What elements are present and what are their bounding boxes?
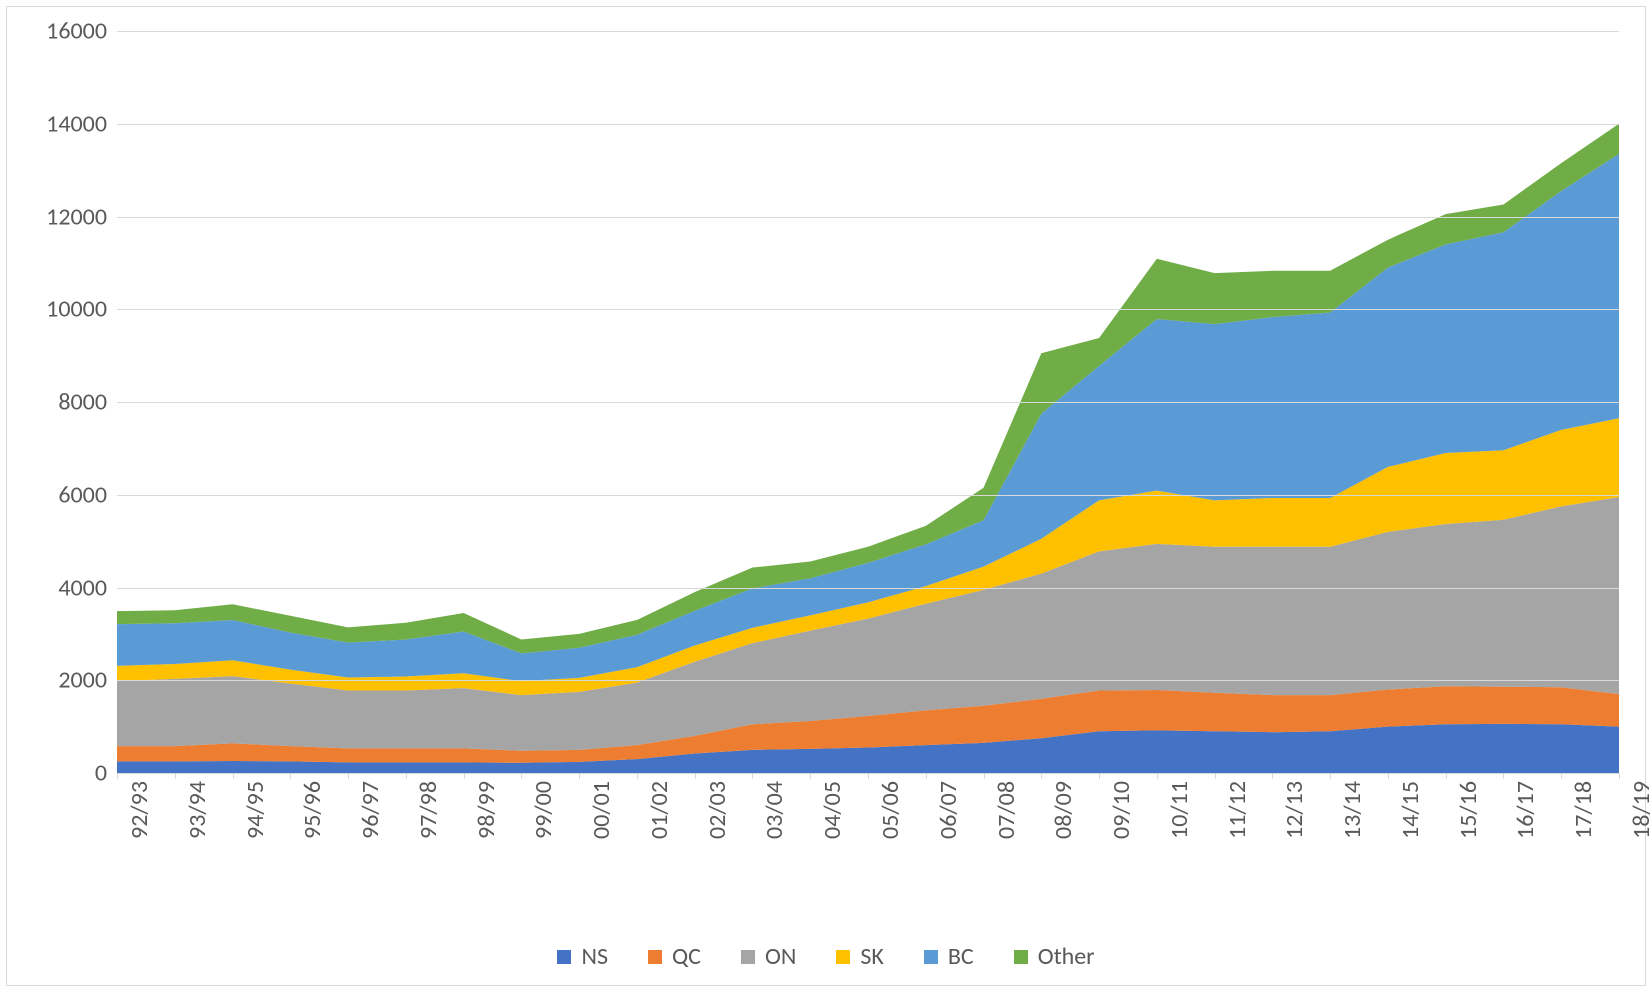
- x-tick-label: 11/12: [1223, 781, 1252, 839]
- x-tick-mark: [348, 773, 349, 779]
- legend-label: ON: [765, 942, 796, 971]
- x-tick-mark: [1157, 773, 1158, 779]
- legend: NS QC ON SK BC Other: [7, 942, 1645, 971]
- x-tick-label: 93/94: [183, 781, 212, 839]
- x-tick-label: 99/00: [529, 781, 558, 839]
- x-tick-mark: [233, 773, 234, 779]
- grid-line: [117, 309, 1619, 310]
- x-tick-label: 00/01: [587, 781, 616, 839]
- legend-label: Other: [1038, 942, 1095, 971]
- x-tick-label: 94/95: [241, 781, 270, 839]
- grid-line: [117, 124, 1619, 125]
- x-tick-label: 07/08: [992, 781, 1021, 839]
- x-tick-label: 14/15: [1396, 781, 1425, 839]
- y-tick-label: 2000: [58, 666, 117, 695]
- grid-line: [117, 31, 1619, 32]
- x-tick-mark: [1330, 773, 1331, 779]
- x-tick-label: 16/17: [1511, 781, 1540, 839]
- x-tick-label: 12/13: [1280, 781, 1309, 839]
- x-tick-mark: [752, 773, 753, 779]
- legend-swatch: [924, 950, 938, 964]
- x-tick-mark: [868, 773, 869, 779]
- x-tick-mark: [1099, 773, 1100, 779]
- legend-swatch: [1014, 950, 1028, 964]
- x-tick-mark: [637, 773, 638, 779]
- x-tick-label: 97/98: [414, 781, 443, 839]
- x-tick-mark: [290, 773, 291, 779]
- x-tick-mark: [1619, 773, 1620, 779]
- y-tick-label: 6000: [58, 480, 117, 509]
- legend-item-bc: BC: [924, 942, 974, 971]
- legend-item-on: ON: [741, 942, 796, 971]
- legend-swatch: [557, 950, 571, 964]
- x-tick-mark: [1561, 773, 1562, 779]
- x-tick-label: 02/03: [703, 781, 732, 839]
- x-tick-mark: [1388, 773, 1389, 779]
- grid-line: [117, 588, 1619, 589]
- x-tick-label: 15/16: [1454, 781, 1483, 839]
- legend-label: BC: [948, 942, 974, 971]
- legend-swatch: [648, 950, 662, 964]
- y-tick-label: 4000: [58, 573, 117, 602]
- x-tick-mark: [406, 773, 407, 779]
- x-tick-label: 92/93: [125, 781, 154, 839]
- x-tick-mark: [579, 773, 580, 779]
- legend-swatch: [741, 950, 755, 964]
- x-tick-mark: [1272, 773, 1273, 779]
- y-tick-label: 10000: [46, 295, 117, 324]
- x-tick-label: 18/19: [1627, 781, 1652, 839]
- x-tick-mark: [984, 773, 985, 779]
- grid-line: [117, 680, 1619, 681]
- y-tick-label: 14000: [46, 109, 117, 138]
- legend-label: QC: [672, 942, 701, 971]
- legend-label: SK: [860, 942, 884, 971]
- x-tick-label: 01/02: [645, 781, 674, 839]
- x-tick-label: 05/06: [876, 781, 905, 839]
- x-tick-label: 03/04: [760, 781, 789, 839]
- chart-container: 0 2000 4000 6000 8000 10000 12000 14000 16000 92/…: [6, 6, 1646, 986]
- y-tick-label: 8000: [58, 388, 117, 417]
- x-tick-label: 10/11: [1165, 781, 1194, 839]
- x-tick-label: 09/10: [1107, 781, 1136, 839]
- x-tick-label: 13/14: [1338, 781, 1367, 839]
- y-tick-label: 12000: [46, 202, 117, 231]
- x-tick-mark: [464, 773, 465, 779]
- x-tick-mark: [1503, 773, 1504, 779]
- legend-label: NS: [581, 942, 608, 971]
- x-tick-label: 17/18: [1569, 781, 1598, 839]
- x-tick-label: 98/99: [472, 781, 501, 839]
- grid-line: [117, 402, 1619, 403]
- grid-line: [117, 495, 1619, 496]
- x-tick-mark: [1446, 773, 1447, 779]
- legend-item-sk: SK: [836, 942, 884, 971]
- x-tick-mark: [117, 773, 118, 779]
- legend-item-qc: QC: [648, 942, 701, 971]
- x-tick-mark: [175, 773, 176, 779]
- x-tick-label: 04/05: [818, 781, 847, 839]
- x-tick-label: 96/97: [356, 781, 385, 839]
- x-tick-mark: [1041, 773, 1042, 779]
- x-tick-label: 08/09: [1049, 781, 1078, 839]
- x-tick-label: 95/96: [298, 781, 327, 839]
- x-tick-mark: [1215, 773, 1216, 779]
- x-tick-mark: [926, 773, 927, 779]
- x-tick-label: 06/07: [934, 781, 963, 839]
- plot-area: 020004000600080001000012000140001600092/…: [117, 31, 1619, 773]
- legend-swatch: [836, 950, 850, 964]
- legend-item-other: Other: [1014, 942, 1095, 971]
- legend-item-ns: NS: [557, 942, 608, 971]
- x-tick-mark: [810, 773, 811, 779]
- grid-line: [117, 217, 1619, 218]
- x-tick-mark: [521, 773, 522, 779]
- y-tick-label: 0: [95, 759, 117, 788]
- y-tick-label: 16000: [46, 17, 117, 46]
- x-tick-mark: [695, 773, 696, 779]
